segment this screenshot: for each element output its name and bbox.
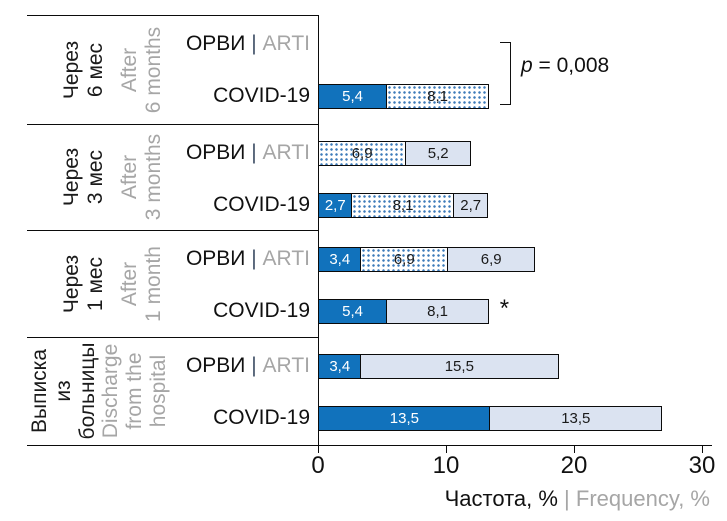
bar-segment-solid: 5,4 (318, 298, 388, 324)
significance-bracket (500, 42, 511, 105)
row-label: ОРВИ | ARTI (50, 353, 310, 378)
bar-value: 5,4 (342, 302, 363, 320)
bar-value: 15,5 (444, 357, 474, 375)
bar-value: 8,1 (392, 196, 414, 214)
bar-value: 3,4 (329, 357, 351, 375)
x-axis-tick (318, 446, 319, 453)
zero-bar-stub (318, 31, 319, 57)
bar-value: 6,9 (393, 250, 415, 268)
bar-segment-solid: 3,4 (318, 246, 362, 272)
y-axis-line (318, 15, 319, 445)
group-separator-line (27, 124, 318, 125)
row-label: ОРВИ | ARTI (50, 31, 310, 56)
x-axis-title: Частота, % | Frequency, % (445, 486, 710, 512)
x-axis-line (27, 445, 712, 446)
bar: 5,4 8,1 (318, 83, 490, 109)
row-label-ru: ОРВИ (185, 247, 246, 270)
bar-value: 8,1 (427, 302, 448, 320)
bar: 5,4 8,1 (318, 298, 490, 324)
row-label: ОРВИ | ARTI (50, 246, 310, 271)
row-label: COVID-19 (213, 84, 310, 107)
x-axis-tick (446, 446, 447, 453)
bar: 2,7 8,1 2,7 (318, 192, 488, 218)
row-label-en: ARTI (262, 354, 310, 377)
p-value-label: p = 0,008 (521, 54, 609, 78)
x-axis-title-en: Frequency, % (575, 486, 710, 511)
row-label: COVID-19 (213, 193, 310, 216)
row-label-en: ARTI (262, 32, 310, 55)
bar-segment-light: 8,1 (385, 298, 490, 324)
bar-segment-light: 2,7 (453, 192, 488, 218)
p-value-variable: p (521, 54, 533, 77)
bar-value: 5,2 (427, 144, 449, 162)
x-axis-tick (702, 446, 703, 453)
bar: 13,5 13,5 (318, 405, 663, 431)
row-label-en: ARTI (262, 141, 310, 164)
bar: 3,4 6,9 6,9 (318, 246, 536, 272)
bar: 3,4 15,5 (318, 353, 559, 379)
x-axis-title-separator: | (557, 486, 576, 511)
bar-value: 13,5 (561, 409, 591, 427)
bar-value: 6,9 (351, 144, 373, 162)
bar-segment-solid: 2,7 (318, 192, 353, 218)
bar-segment-dotted: 8,1 (351, 192, 455, 218)
bar-segment-solid: 13,5 (318, 405, 491, 431)
bar-segment-dotted: 6,9 (360, 246, 449, 272)
bar-value: 8,1 (427, 87, 448, 105)
row-label-separator: | (245, 141, 263, 164)
group-separator-line (27, 230, 318, 231)
bar-segment-light: 13,5 (489, 405, 663, 431)
bar-value: 13,5 (389, 409, 419, 427)
bar-value: 2,7 (460, 196, 482, 214)
group-separator-line (27, 15, 318, 16)
row-label-ru: ОРВИ (185, 32, 246, 55)
x-axis-tick-label: 30 (688, 452, 716, 479)
bar-value: 3,4 (329, 250, 351, 268)
row-label-ru: ОРВИ (185, 354, 246, 377)
p-value-text: = 0,008 (532, 54, 610, 77)
x-axis-tick-label: 20 (560, 452, 588, 479)
bar-value: 2,7 (324, 196, 346, 214)
group-separator-line (27, 337, 318, 338)
x-axis-tick-label: 0 (311, 452, 325, 479)
bar-value: 6,9 (480, 250, 502, 268)
x-axis-tick (574, 446, 575, 453)
row-label-ru: ОРВИ (185, 141, 246, 164)
row-label-en: ARTI (262, 247, 310, 270)
row-label: COVID-19 (213, 299, 310, 322)
bar-segment-light: 15,5 (360, 353, 559, 379)
significance-star: * (499, 295, 510, 322)
row-label-separator: | (245, 32, 263, 55)
bar-segment-dotted: 6,9 (318, 140, 407, 166)
bar-segment-solid: 3,4 (318, 353, 362, 379)
bar-segment-dotted: 8,1 (385, 83, 490, 109)
row-label-separator: | (245, 354, 263, 377)
x-axis-title-ru: Частота, % (444, 486, 558, 511)
row-label-separator: | (245, 247, 263, 270)
bar-segment-solid: 5,4 (318, 83, 388, 109)
bar-segment-light: 5,2 (404, 140, 472, 166)
x-axis-tick-label: 10 (432, 452, 460, 479)
row-label: COVID-19 (213, 406, 310, 429)
bar: 6,9 5,2 (318, 140, 472, 166)
row-label: ОРВИ | ARTI (50, 140, 310, 165)
bar-segment-light: 6,9 (447, 246, 536, 272)
bar-value: 5,4 (342, 87, 363, 105)
